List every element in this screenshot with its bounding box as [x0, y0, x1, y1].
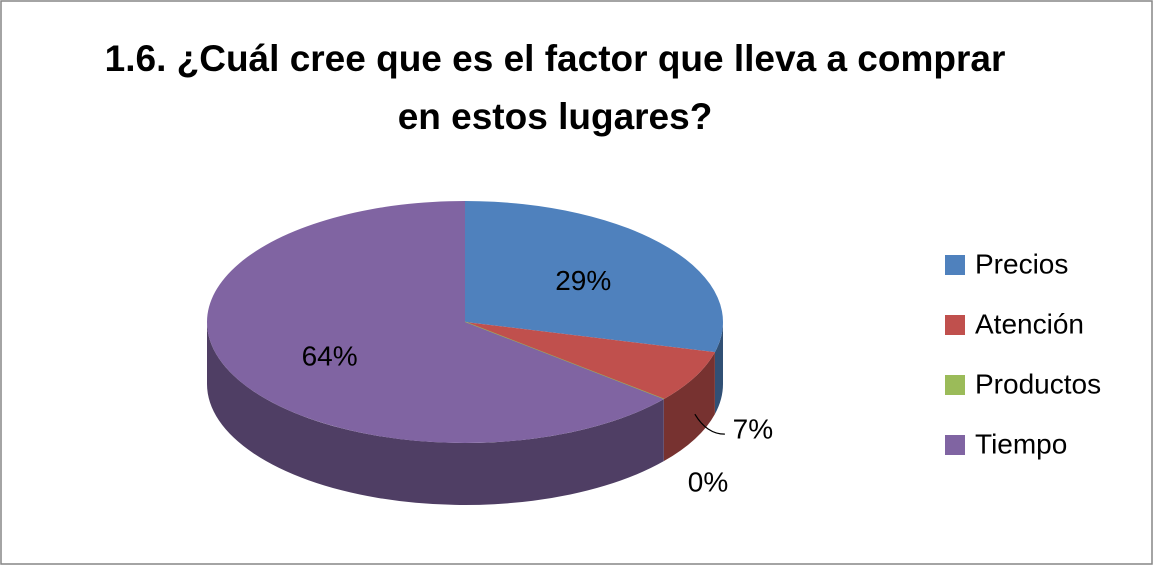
legend-label: Tiempo [975, 428, 1067, 459]
legend-swatch [945, 255, 965, 275]
data-label: 0% [688, 466, 728, 497]
slice [465, 322, 715, 400]
data-label: 64% [302, 340, 358, 371]
slice [206, 201, 664, 444]
legend-label: Productos [975, 368, 1101, 399]
slice [465, 201, 723, 353]
slice-side [207, 322, 664, 505]
legend-label: Atención [975, 308, 1084, 339]
chart-title: 1.6. ¿Cuál cree que es el factor que lle… [104, 38, 1006, 137]
legend-swatch [945, 435, 965, 455]
slice-side [714, 322, 723, 415]
slice [464, 321, 664, 400]
data-label: 7% [733, 414, 773, 445]
data-label: 29% [555, 265, 611, 296]
legend-swatch [945, 375, 965, 395]
leader-line [694, 413, 725, 435]
slice-side [663, 352, 715, 462]
legend-label: Precios [975, 248, 1068, 279]
legend-swatch [945, 315, 965, 335]
